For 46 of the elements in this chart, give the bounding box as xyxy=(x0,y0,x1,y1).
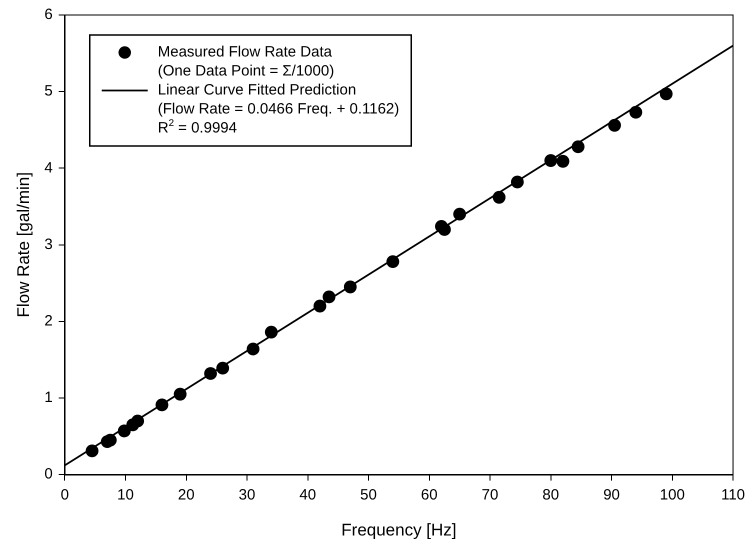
point xyxy=(438,223,451,236)
y-tick-label: 3 xyxy=(44,236,53,253)
point xyxy=(572,140,585,154)
point xyxy=(629,106,642,119)
point xyxy=(556,154,570,168)
point xyxy=(246,342,260,356)
point xyxy=(453,208,466,221)
point xyxy=(544,154,558,167)
point xyxy=(492,190,506,204)
x-tick-label: 70 xyxy=(482,486,498,504)
point xyxy=(174,388,187,401)
y-tick-label: 6 xyxy=(44,6,53,24)
x-tick-label: 60 xyxy=(420,486,438,504)
x-tick-label: 0 xyxy=(60,486,69,504)
legend-label: Measured Flow Rate Data (One Data Point = Σ/1000) xyxy=(158,44,334,80)
point xyxy=(118,424,131,438)
x-tick-label: 20 xyxy=(178,486,195,504)
y-tick-label: 5 xyxy=(44,82,53,100)
x-tick-label: 110 xyxy=(721,486,746,504)
point xyxy=(264,326,278,339)
legend-label: Linear Curve Fitted Prediction (Flow Rate = 0.0466 Freq. + 0.1162) xyxy=(158,82,400,118)
y-tick-label: 4 xyxy=(44,159,53,176)
x-tick-label: 100 xyxy=(660,486,685,504)
point xyxy=(510,176,524,188)
y-tick-label: 0 xyxy=(44,466,53,483)
point xyxy=(660,88,673,100)
y-axis-title: Flow Rate [gal/min] xyxy=(14,172,33,318)
point xyxy=(216,362,230,375)
y-tick-label: 1 xyxy=(44,389,53,406)
point xyxy=(131,414,144,428)
point xyxy=(204,367,217,380)
x-tick-label: 90 xyxy=(603,486,620,504)
x-tick-label: 30 xyxy=(238,486,256,504)
point xyxy=(344,280,357,294)
x-tick-label: 10 xyxy=(117,486,134,504)
point xyxy=(314,300,326,312)
y-tick-label: 2 xyxy=(44,312,53,330)
x-axis-title: Frequency [Hz] xyxy=(341,520,457,540)
x-tick-label: 40 xyxy=(299,486,316,504)
point xyxy=(608,118,621,132)
x-tick-label: 50 xyxy=(360,486,377,504)
x-tick-label: 80 xyxy=(542,486,560,504)
point xyxy=(156,398,168,412)
point xyxy=(322,290,336,304)
point xyxy=(386,255,400,268)
point xyxy=(86,444,98,458)
